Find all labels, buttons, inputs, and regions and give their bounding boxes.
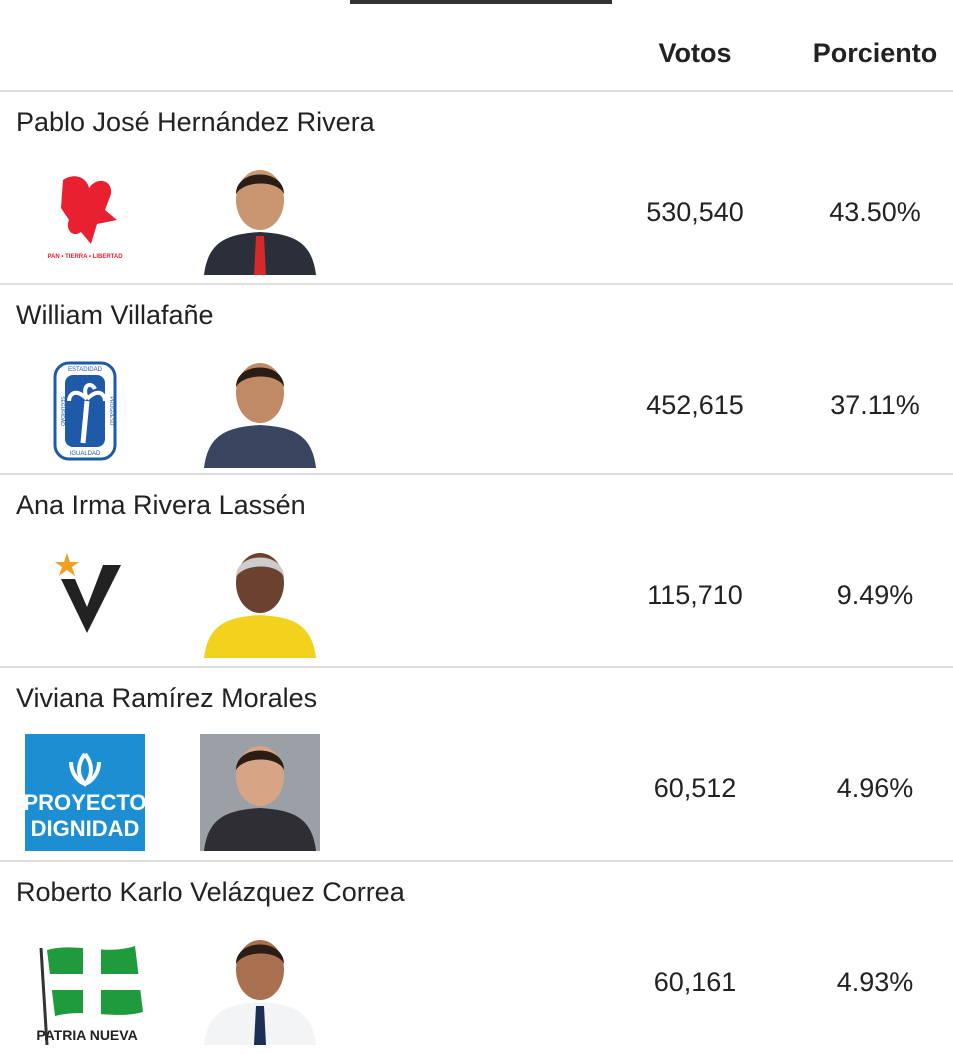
- logo-text: PROGRESO: [108, 397, 114, 426]
- votes: 452,615: [646, 390, 744, 420]
- row-separator: [0, 283, 953, 285]
- logo-text: PAN • TIERRA • LIBERTAD: [47, 254, 123, 260]
- percent: 37.11%: [830, 390, 920, 420]
- party-logo: PATRIA NUEVA: [36, 946, 143, 1045]
- candidate-name: Pablo José Hernández Rivera: [16, 107, 375, 137]
- candidate-photo: [200, 351, 320, 468]
- candidate-photo: [200, 541, 320, 658]
- votes: 60,512: [653, 773, 737, 803]
- candidate-name: Ana Irma Rivera Lassén: [16, 490, 306, 520]
- candidate-photo: [200, 734, 320, 851]
- votes: 530,540: [646, 197, 744, 227]
- percent: 43.50%: [829, 197, 921, 227]
- votes: 60,161: [653, 967, 737, 997]
- percent: 4.96%: [836, 773, 914, 803]
- logo-text: SEGURIDAD: [59, 396, 65, 426]
- logo-text: PROYECTO: [25, 790, 145, 815]
- column-header: Porciento: [812, 38, 938, 68]
- logo-text: PATRIA NUEVA: [36, 1027, 137, 1043]
- logo-text: DIGNIDAD: [31, 816, 140, 841]
- party-logo: PAN • TIERRA • LIBERTAD: [25, 158, 145, 275]
- candidate-photo: [200, 928, 320, 1045]
- row-separator: [0, 473, 953, 475]
- candidate-name: Viviana Ramírez Morales: [16, 683, 318, 713]
- logo-text: ESTADIDAD: [68, 367, 103, 373]
- row-separator: [0, 666, 953, 668]
- percent: 4.93%: [836, 967, 914, 997]
- top-bar: [350, 0, 612, 4]
- candidate-photo: [200, 158, 320, 275]
- logo-text: IGUALDAD: [70, 451, 101, 457]
- row-separator: [0, 90, 953, 92]
- column-header: Votos: [658, 38, 732, 68]
- candidate-name: Roberto Karlo Velázquez Correa: [16, 877, 405, 907]
- percent: 9.49%: [836, 580, 914, 610]
- votes: 115,710: [647, 580, 743, 610]
- party-logo: [55, 553, 121, 633]
- party-logo: ESTADIDAD SEGURIDAD PROGRESO IGUALDAD: [53, 361, 117, 461]
- candidate-name: William Villafañe: [16, 300, 214, 330]
- row-separator: [0, 860, 953, 862]
